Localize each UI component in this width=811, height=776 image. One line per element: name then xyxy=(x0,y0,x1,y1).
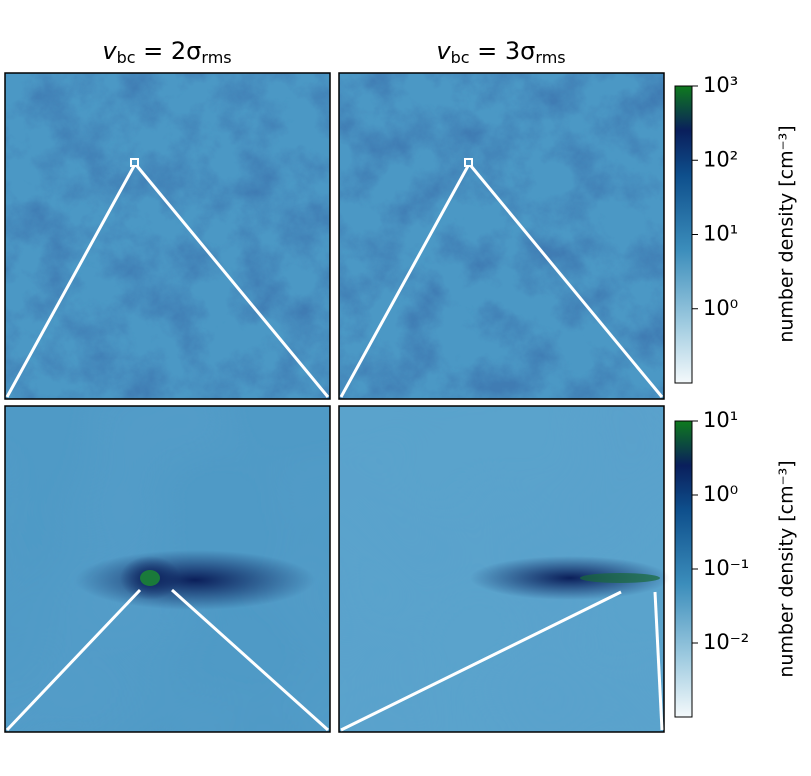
map-panel xyxy=(4,405,331,733)
colorbar xyxy=(674,420,693,718)
column-title: vbc = 3σrms xyxy=(436,37,565,67)
map-panel xyxy=(338,405,670,733)
title-part: = 3σ xyxy=(470,37,536,65)
y-tick-label: 10³ xyxy=(703,73,738,97)
title-part: v xyxy=(436,37,451,65)
map-panel xyxy=(4,72,331,400)
y-tick-label: 10⁰ xyxy=(703,482,738,506)
y-tick-label: 10⁻² xyxy=(703,630,749,654)
title-sub: rms xyxy=(201,48,231,67)
title-sub: bc xyxy=(451,48,470,67)
column-title: vbc = 2σrms xyxy=(102,37,231,67)
title-part: = 2σ xyxy=(136,37,202,65)
y-tick-label: 10⁻¹ xyxy=(703,556,749,580)
y-tick-label: 10⁰ xyxy=(703,296,738,320)
colorbar-label: number density [cm⁻³] xyxy=(776,125,798,342)
y-tick-label: 10² xyxy=(703,147,738,171)
y-tick-label: 10¹ xyxy=(703,408,738,432)
title-sub: rms xyxy=(535,48,565,67)
y-tick-label: 10¹ xyxy=(703,222,738,246)
colorbar xyxy=(674,85,693,384)
title-sub: bc xyxy=(117,48,136,67)
title-part: v xyxy=(102,37,117,65)
map-panel xyxy=(338,72,665,400)
colorbar-label: number density [cm⁻³] xyxy=(776,460,798,677)
